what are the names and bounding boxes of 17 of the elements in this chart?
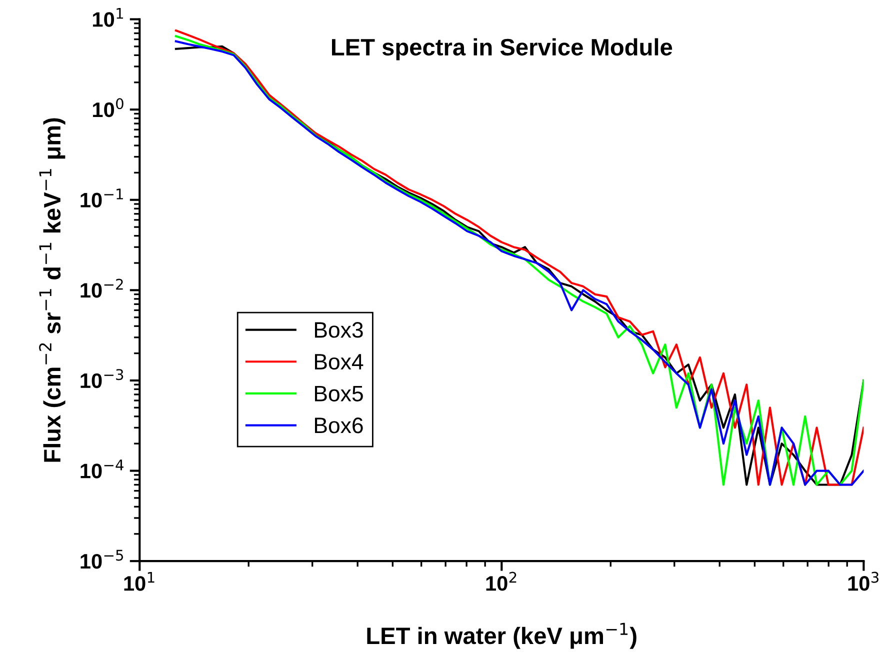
legend-label: Box6 [314,418,363,434]
text: Flux (cm$^{−2}$ sr$^{−1}$ d$^{−1}$ keV$^{−1}$ μm) [39,118,66,462]
y-tick-label: 10$^{−1}$ [80,188,123,208]
legend-label: Box5 [314,386,363,402]
y-tick-label: 10$^{0}$ [93,98,124,118]
legend-label: Box3 [314,322,363,338]
x-tick-label: 10$^{2}$ [486,572,516,591]
y-tick-label: 10$^{−2}$ [80,278,123,298]
y-tick-label: 10$^{−3}$ [80,369,124,388]
y-tick-label: 10$^{−4}$ [80,460,124,478]
y-tick-label: 10$^{1}$ [93,8,124,27]
y-tick-label: 10$^{−5}$ [80,550,124,569]
x-tick-label: 10$^{1}$ [124,572,154,591]
x-tick-label: 10$^{3}$ [848,572,878,591]
text: LET spectra in Service Module [332,38,672,60]
x-axis-title: LET in water (keV μm$^{−1}$) [367,622,636,649]
legend-label: Box4 [314,354,364,370]
